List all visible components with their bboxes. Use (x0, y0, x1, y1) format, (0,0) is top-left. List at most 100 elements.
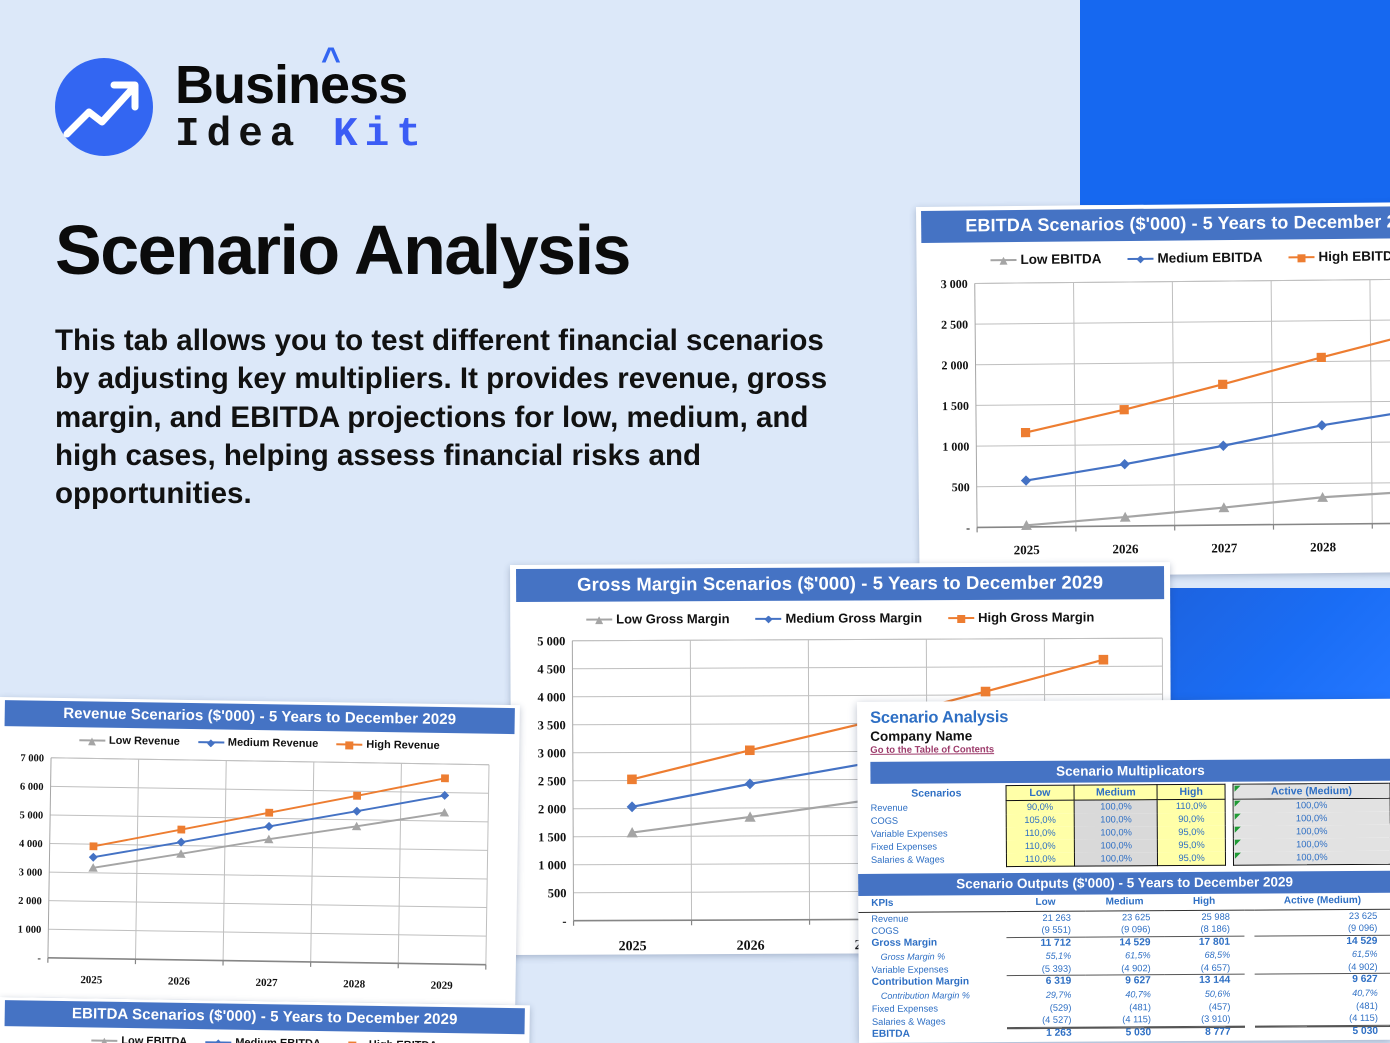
svg-text:2 000: 2 000 (538, 802, 566, 816)
cell-active: 100,0% (1233, 811, 1390, 826)
svg-text:500: 500 (952, 480, 970, 494)
cell-high: 8 777 (1165, 1025, 1245, 1040)
legend-item-high-ebitda[interactable]: High EBITDA (1288, 248, 1390, 264)
chart-title-ebitda-top: EBITDA Scenarios ($'000) - 5 Years to De… (921, 205, 1390, 243)
svg-text:2025: 2025 (619, 939, 647, 954)
legend-item-high-gross-margin[interactable]: High Gross Margin (948, 609, 1094, 625)
spacer-cell (1225, 825, 1234, 839)
cell-high: 68,5% (1204, 950, 1231, 961)
legend-item-high-revenue[interactable]: High Revenue (336, 738, 440, 752)
svg-text:6 000: 6 000 (20, 782, 44, 793)
cell-medium[interactable]: 100,0% (1074, 813, 1158, 827)
svg-text:2026: 2026 (737, 939, 765, 954)
cell-medium: (9 096) (1120, 924, 1151, 935)
legend-label: Low Gross Margin (616, 611, 730, 627)
cell-active: 100,0% (1233, 837, 1390, 852)
plot-area-revenue: - 1 000 2 000 3 000 4 000 5 000 6 000 7 000 2025… (0, 747, 519, 1005)
spacer-cell (1224, 799, 1234, 813)
cell-low: 21 263 (1042, 912, 1071, 923)
svg-text:2027: 2027 (255, 977, 278, 989)
cell-low[interactable]: 110,0% (1005, 839, 1075, 854)
cell-active: 100,0% (1233, 850, 1390, 866)
band-scenario-multiplicators: Scenario Multiplicators (870, 758, 1390, 784)
legend-marker-triangle-icon (586, 618, 613, 621)
cell-medium[interactable]: 100,0% (1074, 799, 1158, 814)
cell-medium[interactable]: 100,0% (1074, 826, 1158, 840)
cell-high[interactable]: 90,0% (1157, 812, 1226, 827)
legend-item-low-revenue[interactable]: Low Revenue (78, 734, 180, 748)
cell-low[interactable]: 90,0% (1005, 800, 1075, 815)
spacer-cell (1244, 949, 1254, 962)
decorative-blue-block-top (1080, 0, 1390, 205)
row-label: Salaries & Wages (870, 854, 945, 866)
svg-text:4 500: 4 500 (537, 662, 565, 676)
legend-item-low-ebitda[interactable]: Low EBITDA (990, 251, 1102, 267)
legend-item-medium-revenue[interactable]: Medium Revenue (197, 736, 318, 750)
cell-active: 9 627 (1254, 973, 1390, 988)
svg-text:2 000: 2 000 (941, 358, 968, 372)
cell-active: (4 115) (1349, 1013, 1378, 1024)
column-header-kpis: KPIs (858, 896, 1007, 912)
spacer-cell (1244, 961, 1254, 974)
cell-medium: 23 625 (1121, 911, 1151, 922)
row-label: Contribution Margin (871, 976, 970, 989)
cell-active: 40,7% (1352, 987, 1378, 999)
svg-text:1 500: 1 500 (538, 830, 566, 844)
legend-label: Low Revenue (108, 734, 180, 748)
legend-label: High Gross Margin (978, 609, 1095, 625)
legend-item-medium-ebitda[interactable]: Medium EBITDA (205, 1036, 321, 1043)
chart-legend-ebitda-top: Low EBITDA Medium EBITDA High EBITDA (916, 238, 1390, 272)
legend-label: Low EBITDA (1020, 251, 1102, 267)
legend-item-medium-ebitda[interactable]: Medium EBITDA (1127, 250, 1263, 266)
cell-high: 13 144 (1164, 974, 1245, 989)
column-header-high: High (1164, 894, 1244, 911)
chart-card-ebitda-top: EBITDA Scenarios ($'000) - 5 Years to De… (916, 201, 1390, 577)
cell-high[interactable]: 95,0% (1157, 838, 1226, 853)
spacer-cell (1244, 1013, 1254, 1026)
cell-medium[interactable]: 100,0% (1074, 839, 1158, 853)
cell-high: 50,6% (1204, 988, 1231, 999)
column-header-scenarios: Scenarios (911, 786, 962, 800)
cell-low[interactable]: 110,0% (1005, 852, 1075, 867)
cell-low[interactable]: 110,0% (1005, 826, 1075, 841)
cell-high[interactable]: 95,0% (1157, 825, 1226, 840)
svg-text:2029: 2029 (431, 980, 454, 992)
legend-label: High Revenue (366, 738, 440, 752)
svg-text:2027: 2027 (1211, 540, 1238, 555)
cell-medium: (4 902) (1121, 963, 1151, 974)
row-label: Revenue (870, 802, 908, 813)
legend-item-low-ebitda[interactable]: Low EBITDA (91, 1034, 187, 1043)
cell-low: 11 712 (1006, 936, 1086, 951)
legend-marker-triangle-icon (990, 258, 1017, 261)
panel-heading: Scenario Analysis (870, 708, 1009, 727)
svg-text:5 000: 5 000 (537, 634, 565, 648)
cell-low: 1 263 (1006, 1026, 1086, 1041)
cell-medium[interactable]: 100,0% (1074, 852, 1158, 867)
svg-text:2 500: 2 500 (538, 774, 566, 788)
row-label: EBITDA (871, 1028, 910, 1040)
svg-text:1 500: 1 500 (942, 399, 969, 413)
legend-marker-diamond-icon (755, 617, 782, 620)
row-label: Gross Margin (871, 937, 938, 950)
cell-high: 17 801 (1164, 935, 1245, 950)
cell-active: 14 529 (1254, 934, 1390, 949)
logo-word-kit: Kit (333, 112, 428, 158)
legend-item-high-ebitda[interactable]: High EBITDA (339, 1038, 438, 1043)
cell-high[interactable]: 95,0% (1157, 851, 1226, 866)
cell-low: 6 319 (1006, 975, 1086, 990)
cell-high[interactable]: 110,0% (1157, 799, 1226, 814)
legend-item-low-gross-margin[interactable]: Low Gross Margin (586, 611, 730, 627)
svg-text:2025: 2025 (80, 974, 103, 986)
chart-title-gross-margin: Gross Margin Scenarios ($'000) - 5 Years… (516, 566, 1165, 602)
cell-low[interactable]: 105,0% (1005, 813, 1075, 828)
row-label: Salaries & Wages (871, 1015, 946, 1027)
table-row: Salaries & Wages 110,0% 100,0% 95,0% 100… (858, 850, 1390, 868)
svg-text:2028: 2028 (1310, 539, 1337, 554)
page-title: Scenario Analysis (55, 211, 631, 289)
svg-text:3 000: 3 000 (19, 867, 43, 878)
table-of-contents-link[interactable]: Go to the Table of Contents (870, 744, 995, 756)
legend-item-medium-gross-margin[interactable]: Medium Gross Margin (755, 610, 922, 626)
scenario-analysis-panel: Scenario Analysis Company Name Go to the… (857, 698, 1390, 1043)
spacer-cell (1244, 1000, 1254, 1013)
panel-company-name: Company Name (870, 728, 973, 744)
